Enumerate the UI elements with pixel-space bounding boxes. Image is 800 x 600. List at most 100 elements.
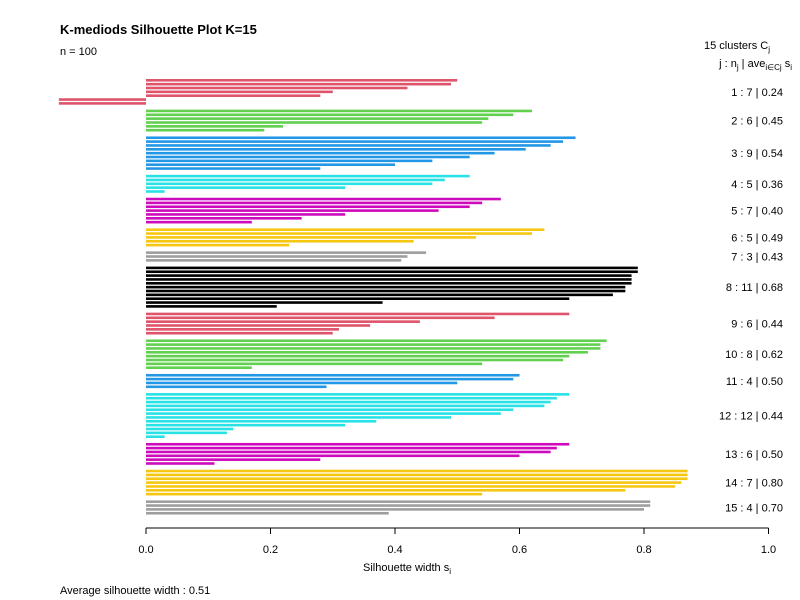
silhouette-bar-cluster-8 xyxy=(146,278,632,281)
silhouette-bar-cluster-9 xyxy=(146,312,570,316)
silhouette-bar-cluster-14 xyxy=(146,477,688,481)
silhouette-bar-cluster-6 xyxy=(146,232,532,235)
cluster-summary-row: 8 : 11 | 0.68 xyxy=(726,282,783,294)
cluster-summary-row: 15 : 4 | 0.70 xyxy=(725,503,783,515)
silhouette-bar-cluster-12 xyxy=(146,408,514,412)
silhouette-bar-cluster-5 xyxy=(146,220,252,224)
silhouette-bar-cluster-14 xyxy=(146,481,682,484)
silhouette-bar-cluster-8 xyxy=(146,293,613,297)
silhouette-bar-cluster-9 xyxy=(146,324,371,327)
silhouette-bar-cluster-7 xyxy=(146,259,402,262)
silhouette-bar-cluster-1 xyxy=(58,98,146,101)
silhouette-bar-cluster-3 xyxy=(146,140,564,143)
silhouette-bar-cluster-8 xyxy=(146,297,570,300)
silhouette-bar-cluster-7 xyxy=(146,251,427,254)
silhouette-bar-cluster-15 xyxy=(146,508,644,511)
x-tick-label: 0.0 xyxy=(138,544,153,556)
silhouette-bar-cluster-3 xyxy=(146,136,576,140)
silhouette-bar-cluster-9 xyxy=(146,331,333,335)
silhouette-bar-cluster-12 xyxy=(146,423,346,427)
cluster-summary-row: 2 : 6 | 0.45 xyxy=(731,116,783,128)
cluster-summary-row: 6 : 5 | 0.49 xyxy=(731,232,783,244)
silhouette-bar-cluster-12 xyxy=(146,416,452,419)
silhouette-bar-cluster-12 xyxy=(146,435,165,438)
x-axis-label: Silhouette width si xyxy=(363,562,451,577)
x-tick-label: 1.0 xyxy=(761,544,776,556)
cluster-summary-row: 11 : 4 | 0.50 xyxy=(726,376,783,388)
silhouette-bar-cluster-3 xyxy=(146,159,433,163)
silhouette-bar-cluster-2 xyxy=(146,109,532,113)
chart-title: K-mediods Silhouette Plot K=15 xyxy=(60,22,257,37)
silhouette-bar-cluster-12 xyxy=(146,412,501,415)
silhouette-bar-cluster-1 xyxy=(146,79,458,82)
silhouette-bar-cluster-4 xyxy=(146,174,470,178)
silhouette-bar-cluster-2 xyxy=(146,128,265,132)
silhouette-bar-cluster-15 xyxy=(146,511,389,515)
average-silhouette-label: Average silhouette width : 0.51 xyxy=(60,585,211,597)
silhouette-bar-cluster-10 xyxy=(146,358,564,362)
silhouette-bar-cluster-13 xyxy=(146,450,551,454)
silhouette-bar-cluster-3 xyxy=(146,167,321,170)
silhouette-bar-cluster-14 xyxy=(146,469,688,473)
cluster-summary-row: 10 : 8 | 0.62 xyxy=(725,349,783,361)
silhouette-bar-cluster-8 xyxy=(146,270,638,274)
silhouette-bar-cluster-4 xyxy=(146,190,165,193)
silhouette-bar-cluster-8 xyxy=(146,285,626,289)
silhouette-bar-cluster-15 xyxy=(146,500,651,503)
silhouette-bar-cluster-1 xyxy=(58,102,146,105)
silhouette-bar-cluster-9 xyxy=(146,328,339,331)
silhouette-bar-cluster-8 xyxy=(146,282,632,285)
cluster-summary-header: 15 clusters Cj xyxy=(704,40,770,55)
silhouette-bar-cluster-3 xyxy=(146,151,495,155)
silhouette-bar-cluster-8 xyxy=(146,289,626,293)
silhouette-bar-cluster-10 xyxy=(146,366,252,369)
cluster-summary-row: 5 : 7 | 0.40 xyxy=(731,206,783,218)
x-tick-label: 0.4 xyxy=(387,544,402,556)
silhouette-bar-cluster-1 xyxy=(146,90,333,94)
silhouette-bar-cluster-6 xyxy=(146,228,545,231)
silhouette-bar-cluster-13 xyxy=(146,458,321,461)
silhouette-bar-cluster-9 xyxy=(146,320,420,323)
silhouette-bar-cluster-3 xyxy=(146,155,470,159)
silhouette-bar-cluster-14 xyxy=(146,485,676,488)
silhouette-bar-cluster-15 xyxy=(146,504,651,507)
cluster-summary-subheader: j : nj | avei∈Cj si xyxy=(719,58,792,73)
x-tick-label: 0.6 xyxy=(512,544,527,556)
cluster-summary-row: 9 : 6 | 0.44 xyxy=(731,319,783,331)
silhouette-bar-cluster-8 xyxy=(146,305,277,308)
silhouette-bar-cluster-5 xyxy=(146,213,346,216)
cluster-summary-row: 7 : 3 | 0.43 xyxy=(731,252,783,264)
silhouette-bar-cluster-14 xyxy=(146,473,688,477)
silhouette-bar-cluster-6 xyxy=(146,236,476,239)
silhouette-bar-cluster-13 xyxy=(146,446,557,450)
silhouette-bar-cluster-5 xyxy=(146,201,483,205)
silhouette-bar-cluster-6 xyxy=(146,239,414,243)
silhouette-bar-cluster-10 xyxy=(146,347,601,350)
x-tick-label: 0.2 xyxy=(263,544,278,556)
silhouette-bar-cluster-11 xyxy=(146,373,520,377)
silhouette-bar-cluster-12 xyxy=(146,396,557,400)
silhouette-bar-cluster-1 xyxy=(146,94,321,97)
cluster-summary-row: 12 : 12 | 0.44 xyxy=(719,411,783,423)
silhouette-bar-cluster-2 xyxy=(146,113,514,117)
silhouette-bar-cluster-5 xyxy=(146,197,501,201)
cluster-summary-row: 4 : 5 | 0.36 xyxy=(731,179,783,191)
silhouette-bar-cluster-10 xyxy=(146,343,601,346)
cluster-summary-row: 13 : 6 | 0.50 xyxy=(725,449,783,461)
silhouette-bar-cluster-13 xyxy=(146,454,520,458)
silhouette-bar-cluster-14 xyxy=(146,492,483,496)
silhouette-bar-cluster-2 xyxy=(146,125,283,128)
silhouette-bar-cluster-8 xyxy=(146,274,632,277)
silhouette-bar-cluster-2 xyxy=(146,117,489,120)
silhouette-bar-cluster-7 xyxy=(146,255,408,258)
silhouette-bar-cluster-12 xyxy=(146,431,227,435)
silhouette-bar-cluster-6 xyxy=(146,243,290,247)
cluster-summary-row: 3 : 9 | 0.54 xyxy=(731,148,783,160)
silhouette-bar-cluster-3 xyxy=(146,163,395,166)
silhouette-bar-cluster-3 xyxy=(146,144,551,147)
x-tick-label: 0.8 xyxy=(636,544,651,556)
silhouette-bar-cluster-8 xyxy=(146,301,383,304)
silhouette-bar-cluster-4 xyxy=(146,182,433,186)
silhouette-bar-cluster-12 xyxy=(146,400,551,404)
